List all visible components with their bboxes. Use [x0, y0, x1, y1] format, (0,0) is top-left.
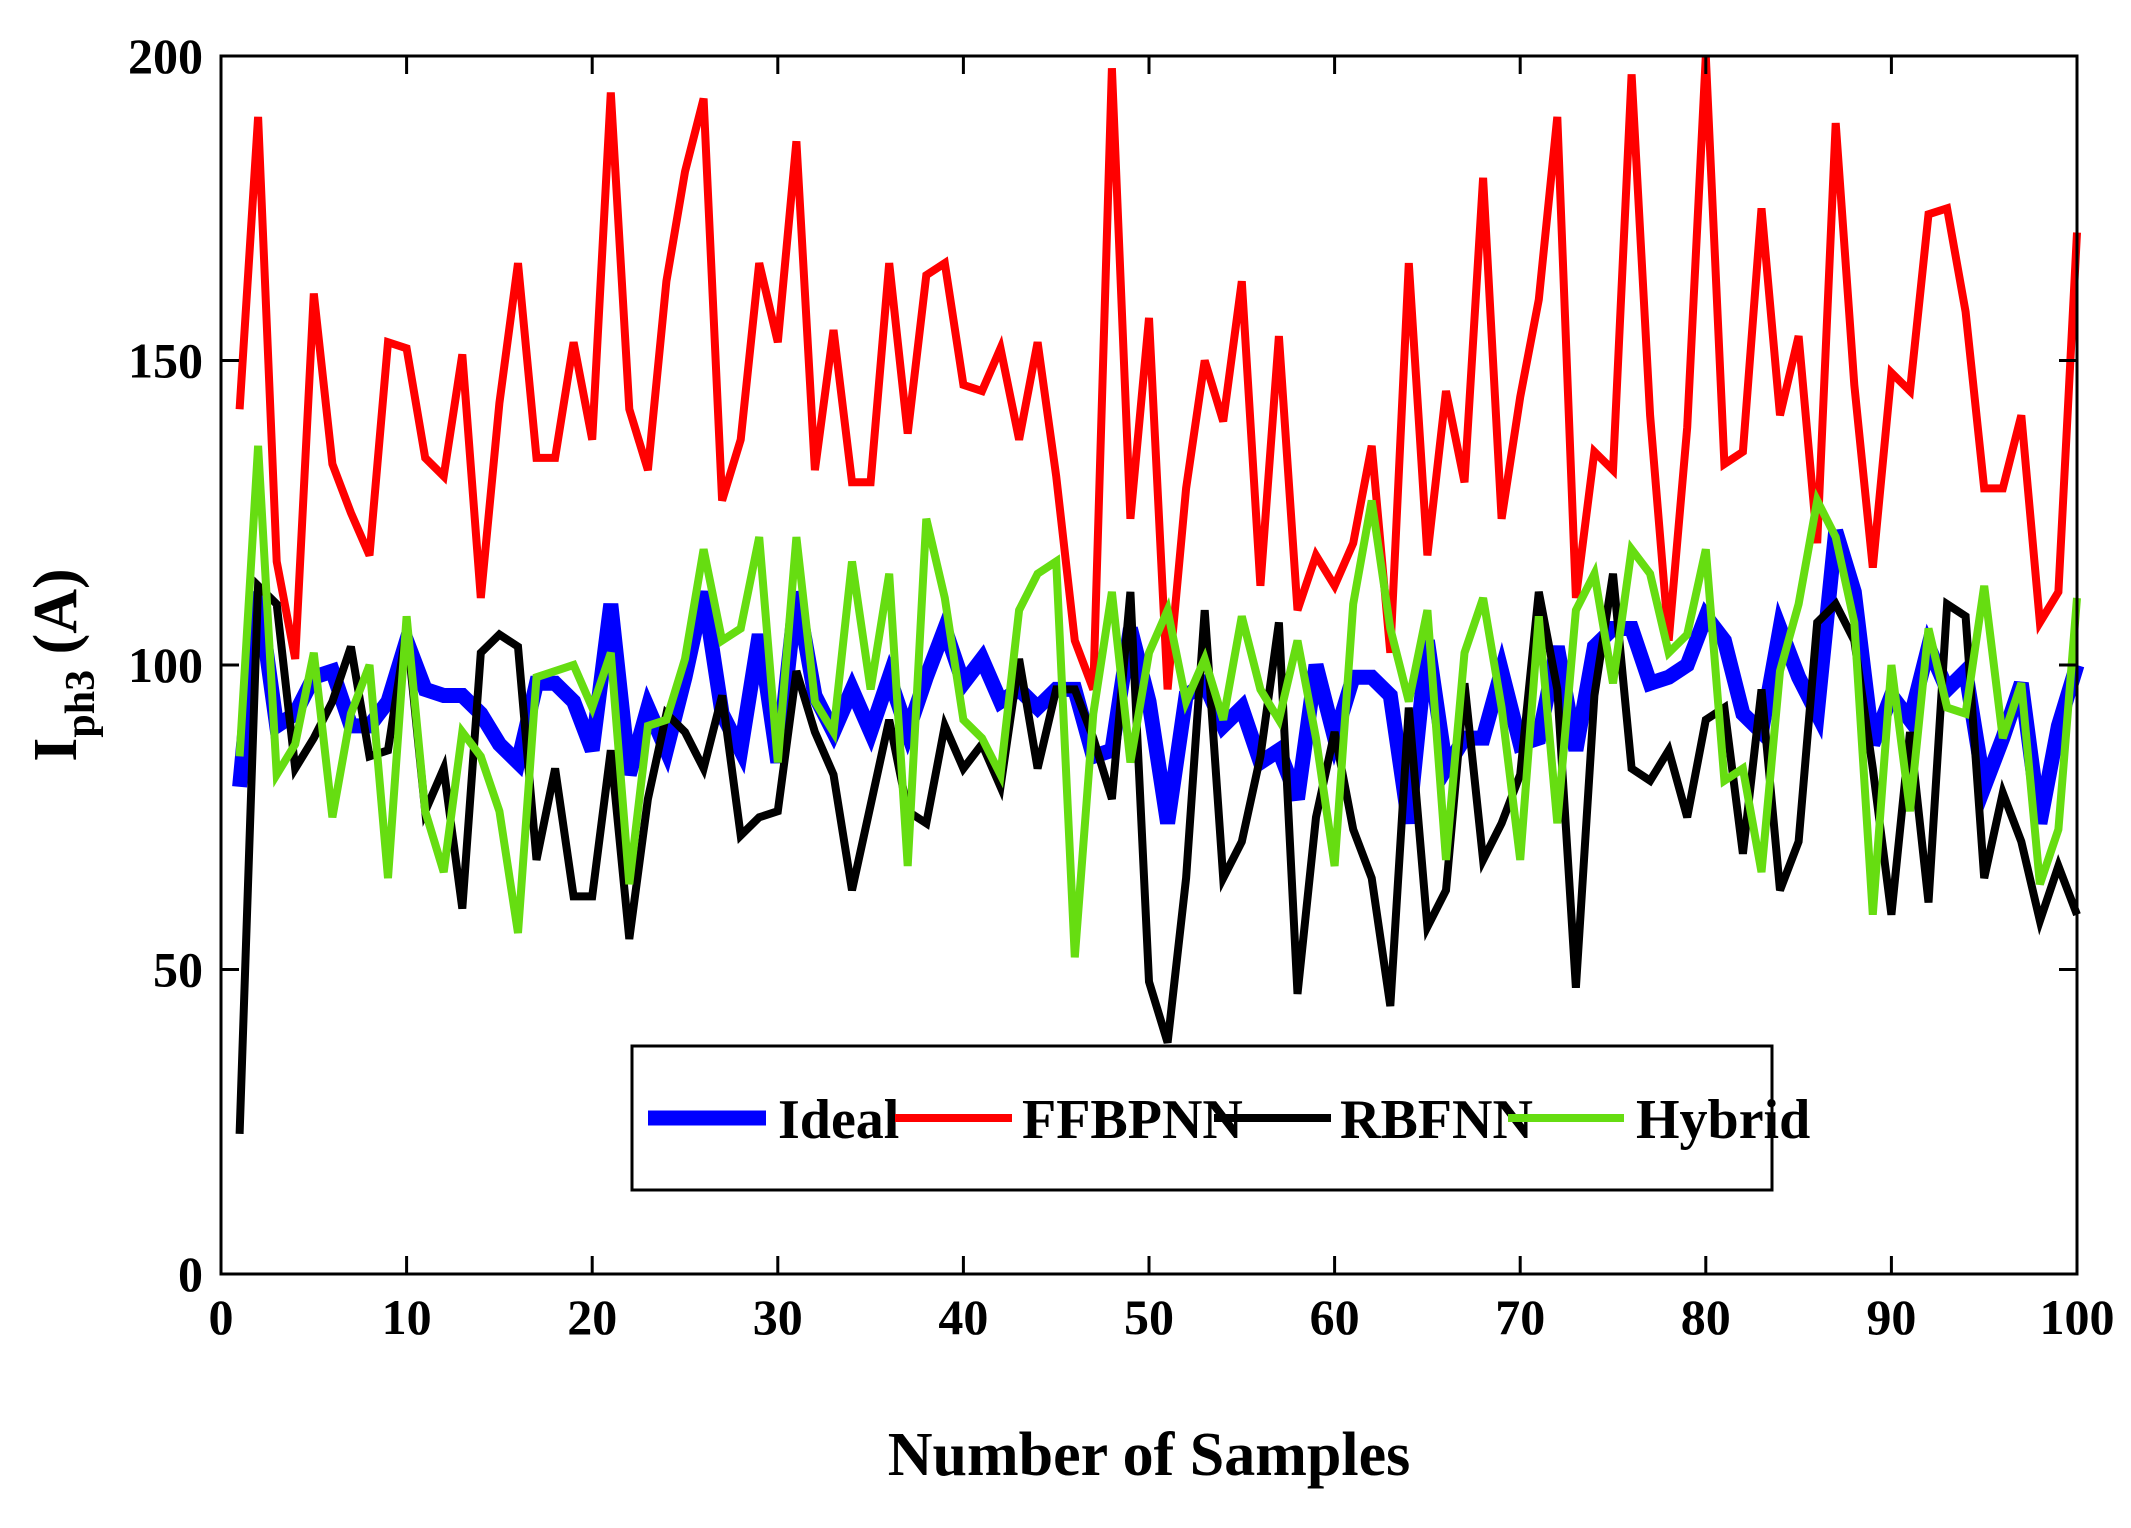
y-tick-label: 50: [153, 942, 203, 998]
x-tick-label: 60: [1310, 1289, 1360, 1345]
y-axis-title-main: I: [22, 738, 90, 762]
y-axis-ticks: 0 50 100 150 200: [128, 28, 2077, 1302]
y-axis-title-subscript: ph3: [58, 670, 104, 738]
x-tick-label: 0: [209, 1289, 234, 1345]
y-tick-label: 150: [128, 333, 203, 389]
series-line-hybrid: [235, 445, 2081, 958]
x-tick-label: 90: [1866, 1289, 1916, 1345]
x-tick-label: 80: [1681, 1289, 1731, 1345]
x-tick-label: 30: [753, 1289, 803, 1345]
y-tick-label: 200: [128, 28, 203, 84]
series-line-ffbpnn: [235, 55, 2081, 691]
legend-label-ffbpnn: FFBPNN: [1022, 1089, 1243, 1151]
series-layer: [232, 55, 2085, 1135]
series-line-ideal: [232, 528, 2085, 825]
x-tick-label: 70: [1495, 1289, 1545, 1345]
y-axis-title-unit: (A): [22, 568, 90, 670]
x-tick-label: 40: [938, 1289, 988, 1345]
x-tick-label: 50: [1124, 1289, 1174, 1345]
x-axis-title: Number of Samples: [888, 1421, 1410, 1489]
x-tick-label: 100: [2040, 1289, 2115, 1345]
y-axis-title: Iph3 (A): [22, 568, 104, 761]
x-tick-label: 20: [567, 1289, 617, 1345]
legend: Ideal FFBPNN RBFNN Hybrid: [630, 1044, 1810, 1192]
legend-label-hybrid: Hybrid: [1636, 1089, 1810, 1151]
x-tick-label: 10: [382, 1289, 432, 1345]
y-tick-label: 100: [128, 637, 203, 693]
legend-label-ideal: Ideal: [778, 1089, 899, 1151]
y-tick-label: 0: [178, 1246, 203, 1302]
x-axis-ticks: 0 10 20 30 40 50 60 70 80 90 100: [209, 56, 2115, 1345]
legend-label-rbfnn: RBFNN: [1340, 1089, 1533, 1151]
